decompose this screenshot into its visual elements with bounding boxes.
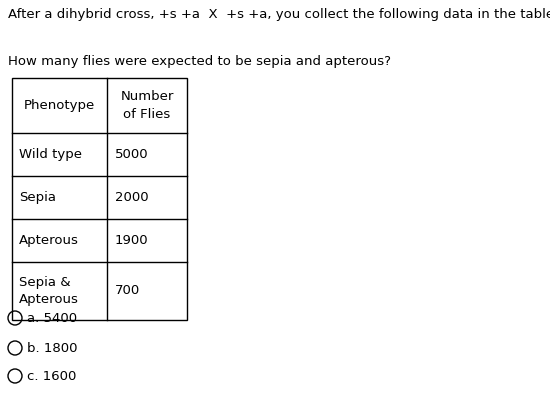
Text: 5000: 5000 bbox=[115, 148, 148, 161]
Text: After a dihybrid cross, +s +a  X  +s +a, you collect the following data in the t: After a dihybrid cross, +s +a X +s +a, y… bbox=[8, 8, 550, 21]
Text: Sepia &
Apterous: Sepia & Apterous bbox=[19, 276, 79, 306]
Text: Apterous: Apterous bbox=[19, 234, 79, 247]
Text: a. 5400: a. 5400 bbox=[27, 312, 77, 325]
Text: 2000: 2000 bbox=[115, 191, 148, 204]
Text: c. 1600: c. 1600 bbox=[27, 369, 76, 382]
Text: b. 1800: b. 1800 bbox=[27, 342, 78, 354]
Text: 1900: 1900 bbox=[115, 234, 148, 247]
Text: Wild type: Wild type bbox=[19, 148, 82, 161]
Text: How many flies were expected to be sepia and apterous?: How many flies were expected to be sepia… bbox=[8, 55, 391, 68]
Text: Number
of Flies: Number of Flies bbox=[120, 90, 174, 120]
Bar bbox=[12, 78, 187, 320]
Text: Phenotype: Phenotype bbox=[24, 99, 95, 112]
Text: Sepia: Sepia bbox=[19, 191, 56, 204]
Text: 700: 700 bbox=[115, 284, 140, 297]
